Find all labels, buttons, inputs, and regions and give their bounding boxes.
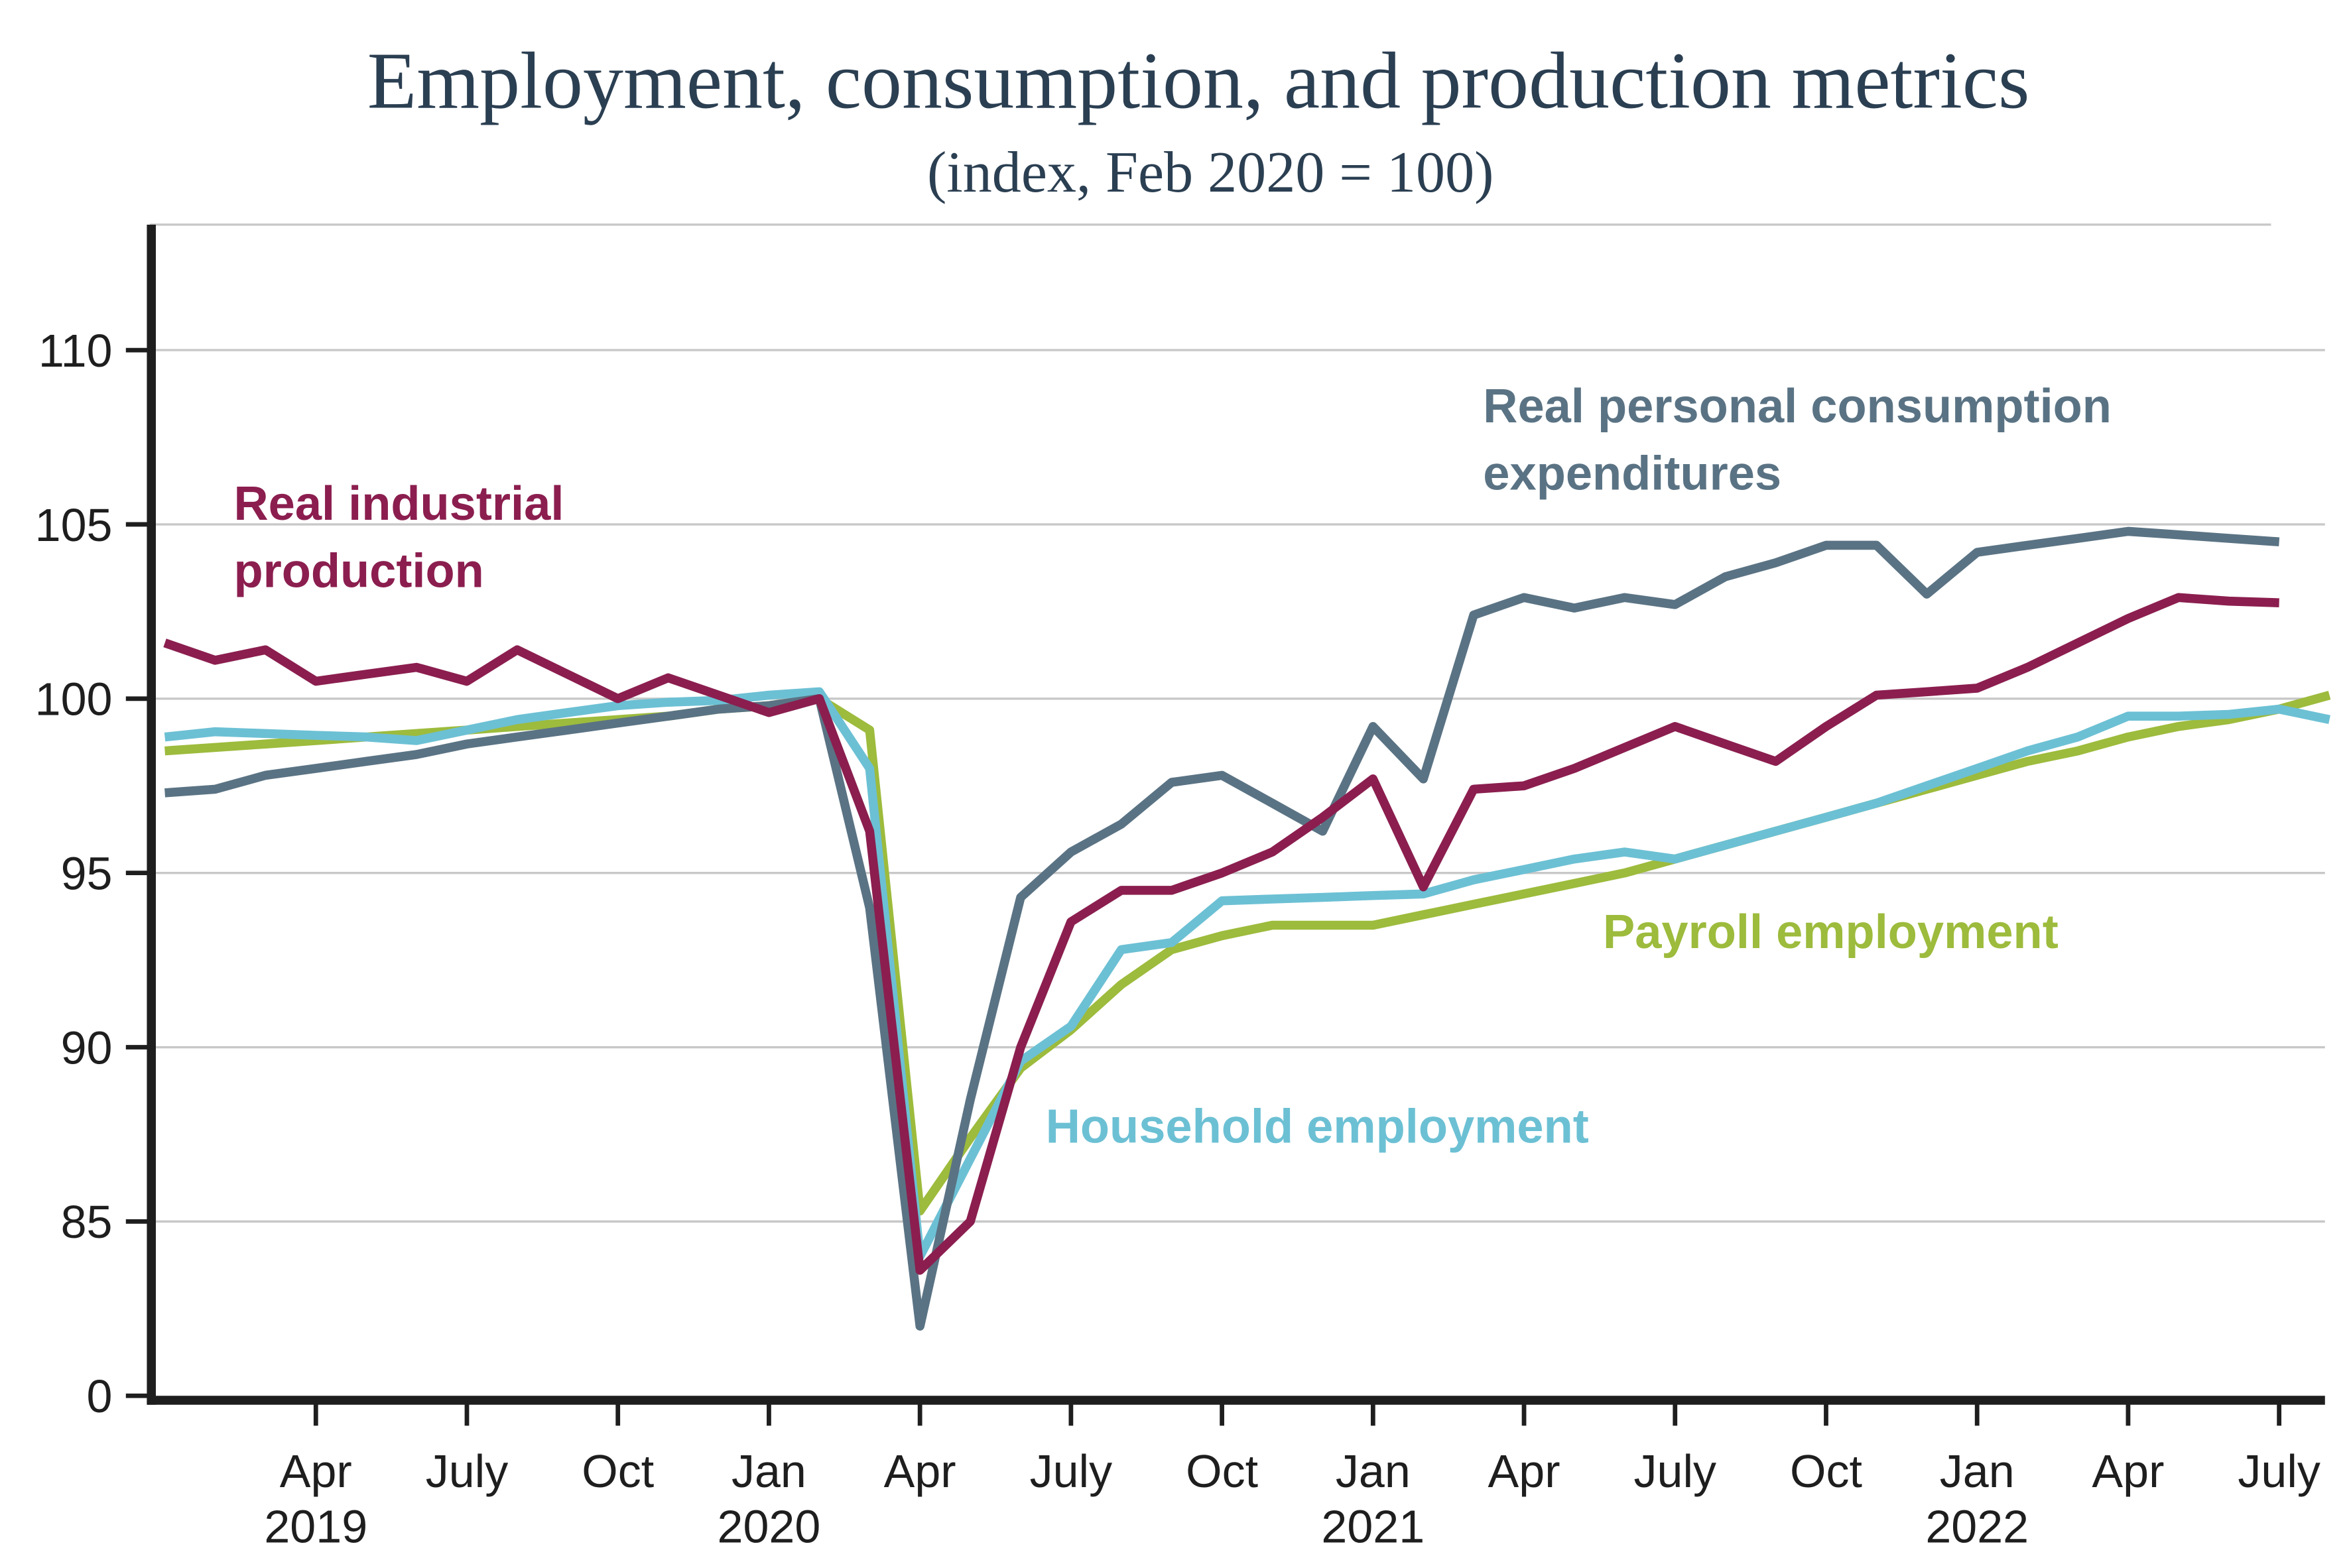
series-line xyxy=(163,593,2279,1275)
y-tick-label: 0 xyxy=(87,1370,113,1422)
x-tick-label: Apr xyxy=(280,1445,352,1497)
x-year-label: 2020 xyxy=(718,1501,821,1553)
series-label-line: Real personal consumption xyxy=(1483,380,2112,433)
x-tick-label: Apr xyxy=(884,1445,956,1497)
x-tick-label: Jan xyxy=(1336,1445,1411,1497)
x-tick-label: July xyxy=(2238,1445,2320,1497)
series-label: Payroll employment xyxy=(1603,906,2059,959)
x-tick-label: July xyxy=(1030,1445,1113,1497)
series-label-line: Real industrial xyxy=(233,477,564,530)
x-tick-label: Oct xyxy=(1186,1445,1258,1497)
x-tick-label: July xyxy=(426,1445,509,1497)
series-label: Real personal consumption expenditures xyxy=(1483,380,2112,501)
y-tick-label: 85 xyxy=(61,1196,113,1248)
y-tick-label: 90 xyxy=(61,1022,113,1073)
chart-title: Employment, consumption, and production … xyxy=(367,36,2030,126)
x-tick-label: Oct xyxy=(582,1445,654,1497)
x-year-label: 2019 xyxy=(264,1501,367,1553)
y-tick-label: 105 xyxy=(35,499,113,551)
x-tick-label: Apr xyxy=(1488,1445,1560,1497)
series-label-line: expenditures xyxy=(1483,448,1781,501)
series-label: Household employment xyxy=(1046,1100,1589,1153)
x-year-label: 2022 xyxy=(1925,1501,2029,1553)
series-label: Real industrial production xyxy=(233,477,564,598)
x-tick-label: Jan xyxy=(731,1445,806,1497)
series-line xyxy=(164,687,2330,1261)
x-tick-label: July xyxy=(1634,1445,1717,1497)
series-line xyxy=(164,526,2280,1331)
series-line xyxy=(164,691,2331,1216)
x-tick-label: Jan xyxy=(1940,1445,2015,1497)
y-tick-label: 95 xyxy=(61,848,113,900)
x-year-label: 2021 xyxy=(1321,1501,1425,1553)
chart-subtitle: (index, Feb 2020 = 100) xyxy=(927,141,1494,205)
x-tick-label: Oct xyxy=(1790,1445,1862,1497)
y-tick-label: 110 xyxy=(38,325,113,377)
series-label-line: production xyxy=(233,544,483,597)
x-tick-label: Apr xyxy=(2092,1445,2164,1497)
y-tick-label: 100 xyxy=(35,674,113,725)
